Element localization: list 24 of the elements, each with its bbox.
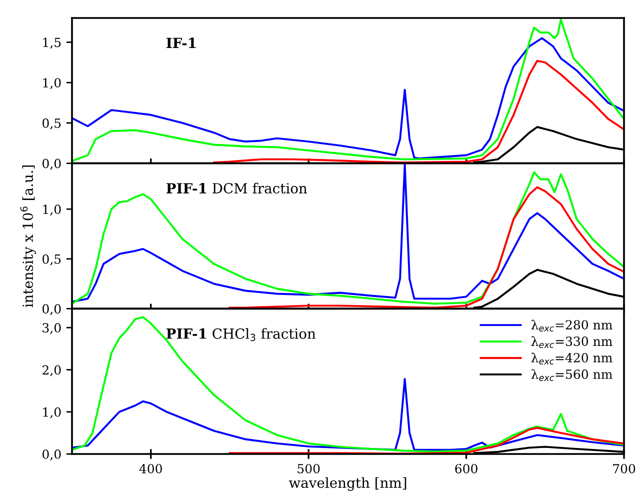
x-axis-title: wavelength [nm] <box>288 477 406 491</box>
x-tick-label: 500 <box>298 464 320 474</box>
y-tick-label: 0,0 <box>42 158 61 170</box>
y-tick-label: 1,0 <box>43 78 61 90</box>
y-tick-label: 2,0 <box>42 365 61 376</box>
text: PIF-1 DCM fraction <box>166 182 308 194</box>
y-tick-label: 0,5 <box>42 254 61 266</box>
y-tick-label: 0,5 <box>42 118 61 130</box>
y-tick-label: 1,0 <box>43 204 61 216</box>
y-tick-label: 0,0 <box>42 449 61 460</box>
x-tick-label: 400 <box>139 464 162 474</box>
y-tick-label: 1,5 <box>43 38 61 49</box>
text: PIF-1 CHCl$_{3}$ fraction <box>166 328 316 342</box>
x-tick-label: 700 <box>613 464 636 474</box>
y-tick-label: 3,0 <box>42 323 61 334</box>
y-axis-title: intensity x 10$^{6}$ [a.u.] <box>20 165 36 308</box>
text: IF-1 <box>166 38 196 48</box>
x-tick-label: 600 <box>455 464 478 474</box>
legend-label: λ$_{exc}$=280 nm <box>531 320 612 332</box>
legend-label: λ$_{exc}$=560 nm <box>531 369 612 381</box>
legend-label: λ$_{exc}$=420 nm <box>531 352 612 364</box>
legend-label: λ$_{exc}$=330 nm <box>531 336 612 348</box>
y-tick-label: 0,0 <box>42 304 61 316</box>
y-tick-label: 1,0 <box>43 407 61 418</box>
